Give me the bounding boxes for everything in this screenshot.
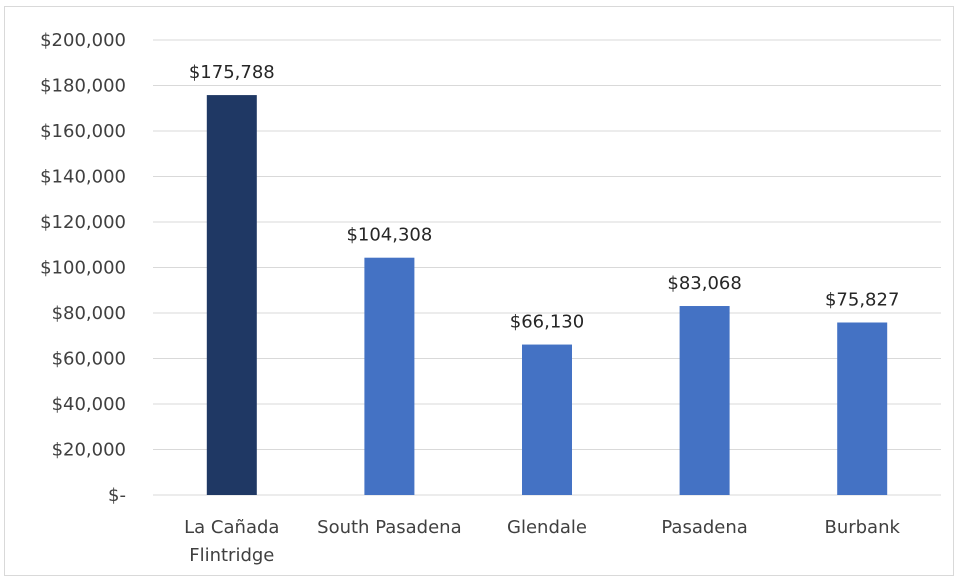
- x-tick-label-line: Pasadena: [661, 517, 747, 538]
- y-tick-label: $-: [108, 485, 126, 506]
- y-tick-label: $80,000: [52, 303, 126, 324]
- y-tick-label: $180,000: [40, 76, 126, 97]
- bar: [679, 306, 730, 495]
- x-tick-label: Glendale: [507, 517, 587, 538]
- data-label: $175,788: [189, 62, 275, 83]
- bar: [837, 322, 888, 495]
- bar: [522, 344, 572, 495]
- data-labels: $175,788 $104,308 $66,130 $83,068 $75,827: [189, 62, 900, 332]
- y-tick-label: $40,000: [52, 394, 126, 415]
- y-tick-label: $100,000: [40, 258, 126, 279]
- chart-frame: $- $20,000 $40,000 $60,000 $80,000 $100,000 $1…: [4, 6, 954, 576]
- x-tick-label-line: Glendale: [507, 517, 587, 538]
- x-tick-label-line: La Cañada: [184, 517, 279, 538]
- bar: [206, 95, 257, 495]
- x-tick-label-line: Flintridge: [189, 545, 274, 566]
- bars: [206, 95, 888, 495]
- y-tick-label: $200,000: [40, 30, 126, 51]
- x-tick-label: South Pasadena: [317, 517, 461, 538]
- data-label: $66,130: [510, 312, 584, 333]
- y-tick-label: $60,000: [52, 349, 126, 370]
- bar-chart: $- $20,000 $40,000 $60,000 $80,000 $100,000 $1…: [40, 30, 941, 566]
- x-tick-label: Pasadena: [661, 517, 747, 538]
- x-tick-label: Burbank: [824, 517, 900, 538]
- y-tick-label: $120,000: [40, 212, 126, 233]
- y-tick-label: $160,000: [40, 121, 126, 142]
- y-tick-label: $20,000: [52, 440, 126, 461]
- y-tick-label: $140,000: [40, 167, 126, 188]
- data-label: $83,068: [667, 273, 741, 294]
- x-tick-label-line: South Pasadena: [317, 517, 461, 538]
- x-tick-label-line: Burbank: [824, 517, 900, 538]
- data-label: $75,827: [825, 289, 899, 310]
- y-axis-tick-labels: $- $20,000 $40,000 $60,000 $80,000 $100,000 $1…: [40, 30, 126, 506]
- data-label: $104,308: [346, 225, 432, 246]
- x-axis-tick-labels: La Cañada Flintridge South Pasadena Glendal…: [184, 517, 900, 566]
- gridlines: [153, 39, 941, 496]
- bar: [364, 257, 415, 495]
- x-tick-label: La Cañada Flintridge: [184, 517, 279, 566]
